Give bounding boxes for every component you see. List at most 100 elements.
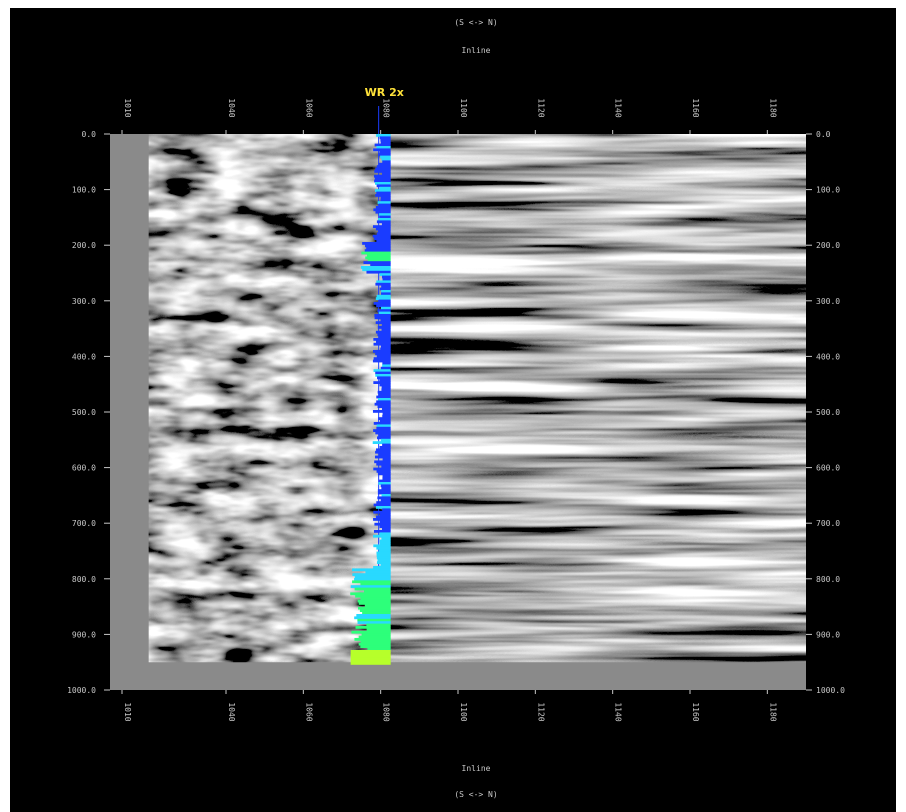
seismic-reflectors-dipping <box>148 134 385 663</box>
y-tick-left-label: 700.0 <box>72 519 96 528</box>
well-log-sample <box>382 412 391 416</box>
well-log-sample <box>362 242 391 245</box>
well-log-sample <box>381 158 391 161</box>
well-log-sample <box>377 309 391 312</box>
y-tick-right-label: 200.0 <box>816 241 840 250</box>
well-log-sample <box>379 287 391 291</box>
well-log-sample <box>379 520 391 524</box>
well-log-sample <box>350 585 391 588</box>
well-log-sample <box>380 345 391 348</box>
well-log-sample <box>372 234 391 238</box>
x-tick-top-label: 1100 <box>459 98 468 117</box>
x-tick-bottom-label: 1060 <box>304 702 313 721</box>
well-log-sample <box>360 640 391 644</box>
well-log-sample <box>366 254 391 257</box>
x-ticks-top: 1010 1040 1060 1080 1100 1120 1140 1160 1180 <box>121 98 777 134</box>
well-log-sample <box>381 386 391 389</box>
well-log-sample <box>380 347 391 351</box>
well-log-sample <box>381 527 391 531</box>
well-log-sample <box>380 155 391 159</box>
well-log-sample <box>375 374 391 377</box>
well-log-sample <box>378 153 391 156</box>
y-tick-left-label: 1000.0 <box>67 686 96 695</box>
well-log-sample <box>380 513 391 516</box>
well-log-sample <box>351 630 391 634</box>
well-log-sample <box>373 534 391 538</box>
well-log-sample <box>382 474 391 478</box>
y-tick-left-label: 200.0 <box>72 241 96 250</box>
well-log-sample <box>375 352 391 356</box>
well-log-sample <box>375 321 391 324</box>
well-log-sample <box>350 657 391 660</box>
well-log-sample <box>379 136 391 140</box>
y-ticks-right: 0.0 100.0 200.0 300.0 400.0 500.0 600.0 700.0 80… <box>806 130 845 695</box>
y-tick-right-label: 900.0 <box>816 630 840 639</box>
well-log-sample <box>378 299 391 303</box>
well-log-sample <box>380 438 391 442</box>
well-log-sample <box>375 182 391 185</box>
well-log-sample <box>374 314 391 317</box>
well-log-sample <box>378 218 391 221</box>
well-log-sample <box>378 311 391 315</box>
well-log-sample <box>376 426 391 430</box>
well-log-sample <box>376 220 391 224</box>
well-log-sample <box>367 647 391 651</box>
well-log-sample <box>379 213 391 216</box>
well-log-sample <box>360 266 391 269</box>
well-log-sample <box>366 270 391 274</box>
well-log-sample <box>381 537 391 540</box>
well-log-sample <box>376 395 391 399</box>
well-log-sample <box>381 486 391 490</box>
y-tick-right-label: 600.0 <box>816 464 840 473</box>
well-log-sample <box>377 489 391 492</box>
well-log-sample <box>373 148 391 152</box>
well-log-sample <box>374 522 391 526</box>
well-log-sample <box>375 194 391 197</box>
bottom-axis-title: Inline <box>462 764 491 773</box>
well-log-sample <box>382 364 391 368</box>
well-log-sample <box>381 465 391 468</box>
well-log-sample <box>376 239 391 243</box>
well-log-sample <box>379 215 391 219</box>
well-log-sample <box>375 506 391 509</box>
y-ticks-left: 0.0 100.0 200.0 300.0 400.0 500.0 600.0 700.0 80… <box>67 130 110 695</box>
well-log-sample <box>373 208 391 212</box>
well-log-sample <box>360 597 391 600</box>
well-log-sample <box>373 503 391 507</box>
well-log-sample <box>377 491 391 495</box>
well-log-sample <box>350 662 391 665</box>
well-log-sample <box>377 326 391 329</box>
well-log-sample <box>352 573 391 576</box>
well-log-sample <box>375 297 391 300</box>
well-log-sample <box>374 189 391 192</box>
well-log-sample <box>381 494 391 497</box>
well-log-sample <box>382 362 391 365</box>
well-log-sample <box>370 263 391 267</box>
bottom-orientation-label: (S <-> N) <box>454 790 497 799</box>
y-tick-left-label: 600.0 <box>72 464 96 473</box>
well-log-sample <box>373 566 391 569</box>
y-tick-right-label: 300.0 <box>816 297 840 306</box>
y-tick-left-label: 500.0 <box>72 408 96 417</box>
well-log-sample <box>350 592 391 596</box>
well-log-sample <box>373 357 391 360</box>
y-tick-right-label: 500.0 <box>816 408 840 417</box>
y-tick-right-label: 800.0 <box>816 575 840 584</box>
well-log-sample <box>377 333 391 336</box>
well-log-sample <box>381 292 391 296</box>
well-log-sample <box>376 561 391 564</box>
well-log-sample <box>354 587 391 591</box>
y-tick-right-label: 700.0 <box>816 519 840 528</box>
well-log-sample <box>380 366 391 370</box>
x-tick-bottom-label: 1100 <box>459 702 468 721</box>
well-log-sample <box>379 479 391 483</box>
well-log-sample <box>366 628 391 632</box>
well-log-sample <box>379 273 391 276</box>
well-log-track <box>350 106 391 665</box>
x-tick-bottom-label: 1120 <box>536 702 545 721</box>
well-log-sample <box>373 422 391 425</box>
well-log-sample <box>382 160 391 164</box>
well-log-sample <box>374 174 391 178</box>
x-tick-bottom-label: 1080 <box>382 702 391 721</box>
